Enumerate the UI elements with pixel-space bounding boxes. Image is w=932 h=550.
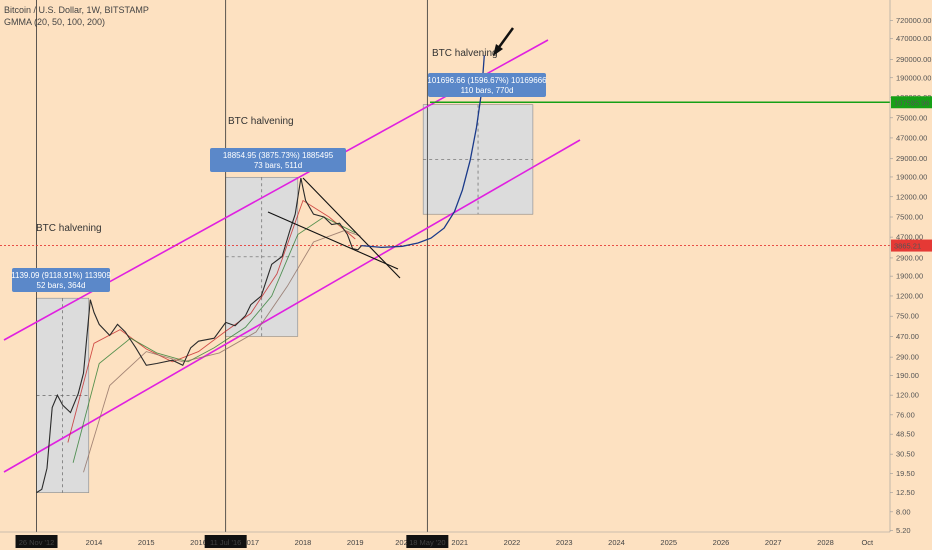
- price-tag: [891, 96, 932, 109]
- halving-lines: [36, 0, 428, 532]
- gmma-lines: [67, 199, 361, 473]
- measure-label-value: 101696.66 (1596.67%) 10169666: [427, 76, 547, 85]
- x-axis: 2014 2015 2016 2017 2018 2019 202 2021 2022 2023 2…: [0, 531, 890, 548]
- y-tick-label: 7500.00: [896, 213, 923, 222]
- x-marker-label: 26 Nov '12: [19, 538, 55, 547]
- x-tick-label: 2026: [713, 538, 730, 547]
- projection-curve[interactable]: [361, 55, 485, 249]
- y-tick-label: 1200.00: [896, 291, 923, 300]
- chart-legend: Bitcoin / U.S. Dollar, 1W, BITSTAMP GMMA…: [4, 4, 149, 28]
- y-tick-label: 290000.00: [896, 55, 931, 64]
- x-tick-label: 2019: [347, 538, 364, 547]
- x-marker-label: 11 Jul '16: [210, 538, 241, 547]
- x-tick-label: 2024: [608, 538, 625, 547]
- x-tick-label: 2027: [765, 538, 782, 547]
- price-series: [36, 177, 362, 494]
- y-tick-label: 720000.00: [896, 16, 931, 25]
- y-tick-label: 5.20: [896, 526, 911, 535]
- arrow-shaft: [495, 27, 515, 51]
- x-tick-label: 2028: [817, 538, 834, 547]
- y-tick-label: 75000.00: [896, 113, 927, 122]
- measure-label-value: 1139.09 (9118.91%) 113909: [11, 271, 111, 280]
- y-tick-label: 1900.00: [896, 272, 923, 281]
- halving-annotation: BTC halvening: [432, 48, 498, 59]
- symbol-label[interactable]: Bitcoin / U.S. Dollar, 1W, BITSTAMP: [4, 5, 149, 15]
- measure-label-box: [12, 268, 110, 292]
- y-tick-label: 76.00: [896, 410, 915, 419]
- y-tick-label: 750.00: [896, 312, 919, 321]
- arrow-head: [493, 44, 503, 56]
- price-levels: [0, 101, 890, 247]
- measure-label-bars: 73 bars, 511d: [254, 161, 302, 170]
- y-tick-label: 29000.00: [896, 154, 927, 163]
- y-tick-label: 48.50: [896, 430, 915, 439]
- y-tick-label: 19.50: [896, 469, 915, 478]
- gmma-line: [83, 229, 361, 473]
- y-tick-label: 290.00: [896, 353, 919, 362]
- y-tick-label: 47000.00: [896, 133, 927, 142]
- halving-annotation: BTC halvening: [228, 116, 294, 127]
- x-tick-label: 2017: [242, 538, 259, 547]
- x-tick-label: 2025: [660, 538, 677, 547]
- x-tick-label: Oct: [861, 538, 874, 547]
- x-tick-label: 2021: [451, 538, 468, 547]
- x-tick-label: 202: [395, 538, 408, 547]
- wedge-lower-line[interactable]: [267, 211, 399, 270]
- x-marker-box: [406, 535, 449, 548]
- y-tick-label: 190.00: [896, 371, 919, 380]
- y-tick-label: 8.00: [896, 507, 911, 516]
- price-line[interactable]: [36, 177, 362, 494]
- x-tick-label: 2016: [190, 538, 207, 547]
- y-tick-label: 12.50: [896, 488, 915, 497]
- y-tick-label: 19000.00: [896, 172, 927, 181]
- y-tick-label: 2900.00: [896, 253, 923, 262]
- y-tick-label: 12000.00: [896, 192, 927, 201]
- y-tick-label: 4700.00: [896, 233, 923, 242]
- indicator-label[interactable]: GMMA (20, 50, 100, 200): [4, 17, 106, 27]
- measure-label-value: 18854.95 (3875.73%) 1885495: [223, 151, 334, 160]
- gmma-line: [67, 199, 356, 443]
- x-tick-label: 2014: [86, 538, 103, 547]
- measure-label-box: [428, 73, 546, 97]
- price-tag: [891, 239, 932, 252]
- y-tick-label: 120.00: [896, 391, 919, 400]
- y-axis: 720000.00 470000.00 290000.00 190000.00 1200…: [889, 0, 932, 535]
- x-tick-label: 2018: [295, 538, 312, 547]
- x-tick-label: 2022: [504, 538, 521, 547]
- x-marker-box: [15, 535, 58, 548]
- price-tag-label: 3865.21: [894, 242, 921, 251]
- measure-label-bars: 52 bars, 364d: [37, 281, 86, 290]
- x-tick-label: 2015: [138, 538, 155, 547]
- x-marker-box: [204, 535, 247, 548]
- y-tick-label: 470.00: [896, 332, 919, 341]
- projection-curve: [361, 55, 485, 249]
- x-tick-label: 2023: [556, 538, 573, 547]
- measure-label-bars: 110 bars, 770d: [461, 86, 514, 95]
- y-tick-label: 470000.00: [896, 34, 931, 43]
- wedge-lines: [267, 177, 401, 279]
- x-marker-label: 18 May '20: [409, 538, 445, 547]
- y-tick-label: 190000.00: [896, 73, 931, 82]
- price-tag-label: 107595.96: [894, 98, 929, 107]
- annotations: BTC halvening BTC halvening BTC halvening: [36, 27, 515, 234]
- measure-label-box: [210, 148, 346, 172]
- y-tick-label: 30.50: [896, 450, 915, 459]
- wedge-upper-line[interactable]: [302, 177, 401, 279]
- halving-annotation: BTC halvening: [36, 223, 102, 234]
